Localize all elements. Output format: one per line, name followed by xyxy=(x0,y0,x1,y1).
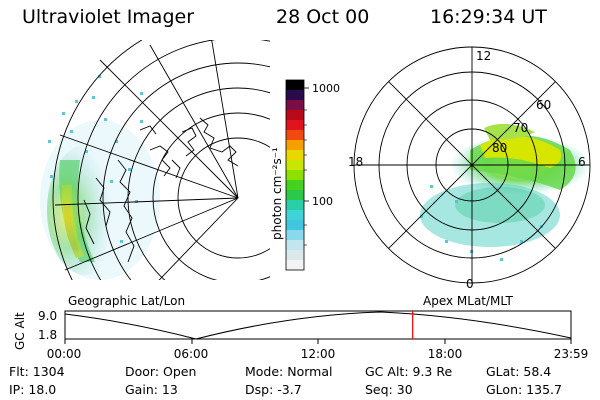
colorbar-tick-100: 100 xyxy=(312,195,333,208)
mlt-label-0: 0 xyxy=(466,277,474,291)
date-label: 28 Oct 00 xyxy=(276,6,370,28)
mlt-label-12: 12 xyxy=(476,49,491,63)
orbit-xtick-1200: 12:00 xyxy=(301,347,336,361)
lat-lon-grid xyxy=(52,40,270,280)
colorbar-tick-1000: 1000 xyxy=(312,82,340,95)
orbit-xtick-2359: 23:59 xyxy=(554,347,589,361)
polar-plot: 12 18 6 0 60 70 80 xyxy=(348,46,591,291)
ip-value: IP: 18.0 xyxy=(9,382,57,397)
mlat-label-70: 70 xyxy=(513,121,528,135)
speckle-noise xyxy=(48,75,143,243)
time-label: 16:29:34 UT xyxy=(430,6,547,28)
apex-caption: Apex MLat/MLT xyxy=(423,294,513,308)
orbit-ytick-top: 9.0 xyxy=(38,309,57,323)
orbit-xtick-0600: 06:00 xyxy=(174,347,209,361)
mlat-label-60: 60 xyxy=(536,98,551,112)
mlt-label-6: 6 xyxy=(578,155,586,169)
colorbar-unit-label: photon cm⁻²s⁻¹ xyxy=(270,147,284,240)
geo-latitude: GLat: 58.4 xyxy=(486,364,552,379)
polar-grid xyxy=(353,46,591,284)
mlat-label-80: 80 xyxy=(492,141,507,155)
gain-value: Gain: 13 xyxy=(125,382,178,397)
orbit-ylabel: GC Alt xyxy=(13,312,27,350)
sequence-number: Seq: 30 xyxy=(365,382,413,397)
orbit-xtick-0000: 00:00 xyxy=(47,347,82,361)
geographic-image xyxy=(40,40,270,280)
altitude-curve xyxy=(64,311,572,340)
gc-altitude: GC Alt: 9.3 Re xyxy=(365,364,453,379)
flight-number: Flt: 1304 xyxy=(9,364,65,379)
geo-longitude: GLon: 135.7 xyxy=(486,382,562,397)
mode-value: Mode: Normal xyxy=(245,364,333,379)
orbit-plot: GC Alt 9.0 1.8 00:00 06:00 12:00 18:00 2… xyxy=(13,309,588,361)
orbit-xtick-1800: 18:00 xyxy=(428,347,463,361)
geographic-caption: Geographic Lat/Lon xyxy=(68,294,186,308)
instrument-title: Ultraviolet Imager xyxy=(22,6,195,28)
mlt-label-18: 18 xyxy=(348,155,363,169)
dsp-value: Dsp: -3.7 xyxy=(245,382,302,397)
coastlines xyxy=(83,117,239,263)
door-status: Door: Open xyxy=(125,364,197,379)
orbit-ytick-bottom: 1.8 xyxy=(38,328,57,342)
colorbar: 1000 100 photon cm⁻²s⁻¹ xyxy=(270,79,340,271)
